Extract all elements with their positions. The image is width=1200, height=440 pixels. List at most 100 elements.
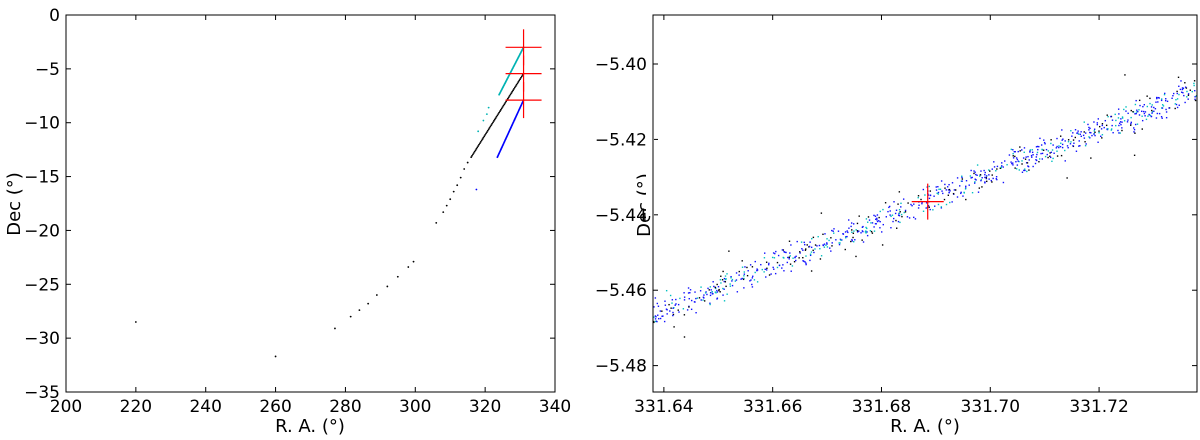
- left-data-point: [442, 211, 445, 214]
- right-data-point: [689, 289, 692, 291]
- right-data-point: [803, 260, 805, 263]
- right-data-point: [898, 209, 901, 211]
- right-data-point: [781, 249, 784, 251]
- right-data-point: [1144, 111, 1147, 113]
- right-data-point: [1139, 104, 1141, 107]
- right-data-point: [742, 278, 745, 281]
- right-data-point: [717, 285, 720, 288]
- right-data-point: [897, 220, 900, 223]
- right-x-axis: 331.64 331.66 331.68 331.70 331.72: [634, 15, 1129, 417]
- left-x-tick-label: 300: [399, 397, 431, 417]
- right-data-point: [910, 203, 912, 206]
- right-data-point: [899, 211, 901, 213]
- right-data-point: [662, 315, 664, 317]
- right-data-point: [937, 191, 940, 194]
- left-x-tick-label: 260: [259, 397, 291, 417]
- right-data-point: [819, 247, 821, 250]
- right-data-point: [823, 246, 826, 248]
- right-data-point: [1150, 106, 1153, 108]
- right-data-point: [809, 259, 811, 262]
- right-data-point: [900, 206, 902, 208]
- right-data-point: [1014, 155, 1016, 158]
- right-data-point: [1052, 157, 1054, 160]
- right-data-point: [1097, 141, 1099, 143]
- right-data-point: [716, 297, 719, 299]
- right-data-point: [1031, 151, 1034, 154]
- right-data-point: [1133, 131, 1135, 133]
- right-data-point: [1034, 162, 1037, 165]
- right-data-point: [809, 253, 812, 255]
- right-data-point: [824, 233, 826, 235]
- right-data-point: [782, 256, 784, 259]
- right-data-point: [873, 214, 875, 217]
- left-track-point: [496, 114, 499, 117]
- left-track-point: [499, 108, 502, 111]
- right-data-point: [810, 246, 813, 249]
- right-x-tick-label: 331.72: [1069, 397, 1128, 417]
- right-data-point: [1100, 135, 1102, 137]
- right-data-point: [944, 183, 946, 186]
- right-data-point: [1016, 164, 1019, 166]
- right-data-point: [1160, 98, 1163, 100]
- right-data-point: [1154, 108, 1157, 110]
- right-data-point: [1120, 123, 1122, 126]
- right-data-point: [1077, 133, 1080, 135]
- right-data-point: [805, 248, 807, 250]
- left-y-axis-label: Dec (°): [4, 172, 25, 236]
- right-data-point: [861, 226, 864, 228]
- right-data-point: [990, 179, 992, 182]
- right-data-point: [1103, 126, 1105, 129]
- right-data-point: [940, 206, 943, 208]
- right-data-point: [911, 204, 913, 207]
- left-track-point: [492, 120, 495, 122]
- right-data-point: [656, 302, 659, 305]
- right-data-point: [735, 279, 738, 281]
- right-data-point: [683, 296, 686, 298]
- right-data-point: [927, 194, 930, 196]
- right-data-point: [841, 239, 843, 241]
- left-data-point: [386, 285, 389, 288]
- left-track-point: [495, 115, 498, 118]
- right-data-point: [1193, 82, 1195, 85]
- right-data-point: [673, 307, 675, 309]
- right-data-point: [917, 195, 920, 197]
- right-data-point: [1061, 129, 1063, 131]
- right-data-point: [788, 258, 790, 260]
- right-data-point: [1032, 154, 1034, 156]
- right-data-point: [656, 320, 658, 323]
- right-y-tick-label: −5.44: [595, 206, 647, 226]
- right-data-point: [715, 292, 717, 294]
- right-data-point: [1151, 104, 1153, 106]
- right-data-point: [829, 247, 831, 249]
- right-data-point: [1069, 143, 1072, 145]
- left-data-point: [134, 321, 137, 323]
- right-data-point: [1146, 105, 1149, 108]
- right-data-point: [854, 239, 856, 241]
- right-data-point: [1016, 158, 1019, 161]
- right-data-point: [1047, 156, 1049, 159]
- left-track-point: [472, 152, 475, 154]
- right-data-point: [1149, 102, 1151, 105]
- right-data-point: [974, 178, 976, 180]
- right-data-point: [674, 304, 676, 306]
- right-data-point: [991, 168, 993, 170]
- right-data-point: [1134, 132, 1136, 134]
- right-data-point: [734, 280, 737, 282]
- right-data-point: [1186, 96, 1188, 98]
- right-data-point: [1077, 130, 1079, 132]
- right-data-point: [1191, 90, 1193, 93]
- right-data-point: [1013, 151, 1016, 153]
- right-data-point: [929, 190, 932, 192]
- right-data-point: [866, 227, 868, 230]
- right-data-point: [949, 201, 951, 204]
- right-data-point: [974, 171, 976, 173]
- right-data-point: [1121, 117, 1124, 119]
- right-data-point: [1142, 105, 1144, 108]
- left-track-point: [517, 81, 520, 83]
- right-data-point: [1136, 109, 1138, 111]
- left-data-point: [407, 266, 410, 268]
- right-data-point: [750, 279, 752, 281]
- right-data-point: [900, 213, 903, 216]
- right-data-point: [921, 201, 923, 204]
- right-data-point: [963, 191, 965, 194]
